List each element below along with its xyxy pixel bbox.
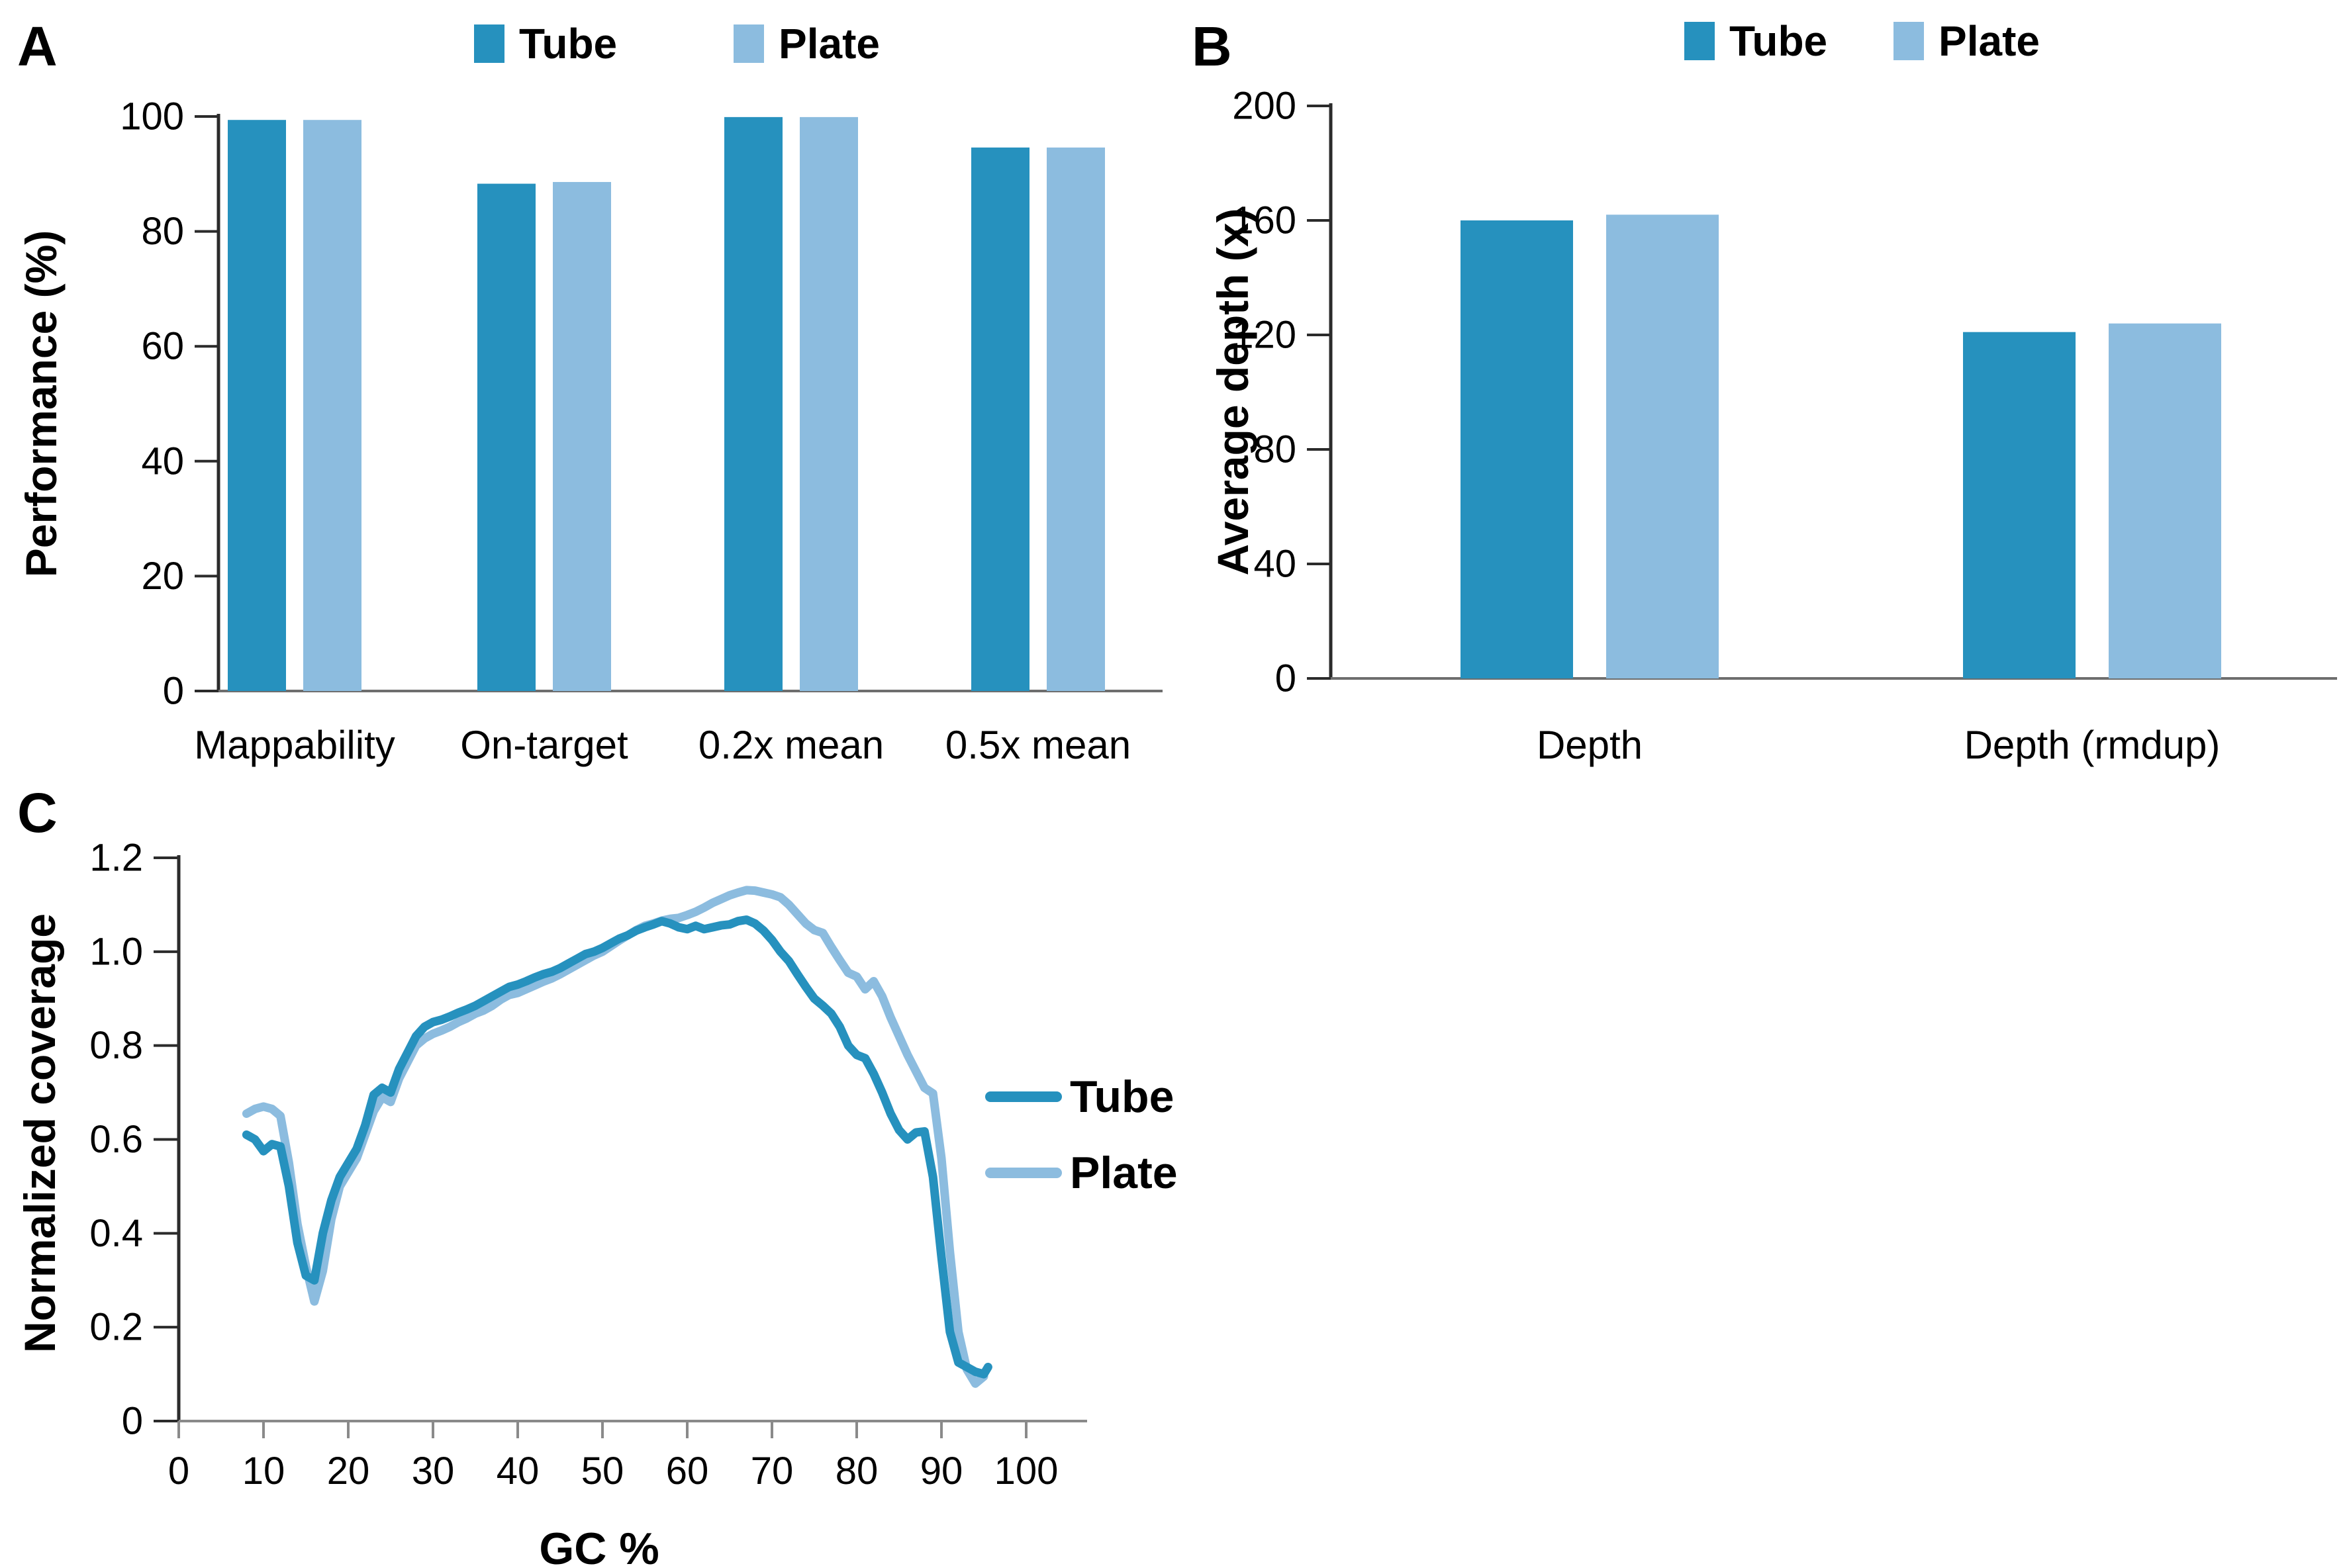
category-label: Depth — [1537, 723, 1643, 767]
panel-a-legend-tube: Tube — [474, 23, 617, 65]
bar-tube-0-2x-mean — [724, 116, 783, 692]
panel-c-letter: C — [17, 782, 58, 844]
y-tick-label: 100 — [120, 95, 184, 138]
y-tick-label: 120 — [1232, 314, 1296, 357]
y-tick-label: 0 — [163, 670, 184, 713]
panel-c-legend-plate: Plate — [985, 1150, 1178, 1195]
bar-tube-on-target — [477, 183, 536, 691]
bar-tube-0-5x-mean — [971, 147, 1030, 691]
y-tick-label: 160 — [1232, 199, 1296, 242]
category-label: 0.5x mean — [945, 723, 1131, 767]
bar-tube-depth — [1461, 220, 1573, 678]
category-label: On-target — [460, 723, 628, 767]
bar-tube-depth-rmdup- — [1963, 332, 2076, 678]
x-tick-label: 0 — [168, 1450, 189, 1493]
tube-legend-swatch — [474, 24, 504, 63]
x-tick-label: 90 — [920, 1450, 963, 1493]
panel-b-letter: B — [1192, 15, 1232, 77]
tube-legend-line — [985, 1091, 1062, 1102]
bar-plate-0-2x-mean — [800, 116, 858, 692]
panel-b: 0 40 80 120 160 200 Depth Depth (rmdup) — [1232, 85, 2337, 767]
bar-plate-depth — [1606, 214, 1719, 679]
y-tick-label: 1.2 — [89, 837, 143, 880]
tube-legend-label: Tube — [1729, 17, 1828, 65]
panel-a-letter: A — [17, 15, 58, 77]
x-tick-label: 80 — [836, 1450, 879, 1493]
panel-a-legend-plate: Plate — [734, 23, 880, 65]
bar-plate-0-5x-mean — [1047, 147, 1105, 691]
y-tick-label: 80 — [141, 210, 184, 253]
panel-b-legend-tube: Tube — [1684, 20, 1827, 62]
bar-plate-on-target — [553, 181, 611, 691]
x-tick-label: 40 — [497, 1450, 540, 1493]
y-tick-label: 40 — [1253, 543, 1296, 586]
y-tick-label: 20 — [141, 555, 184, 598]
plate-legend-label: Plate — [779, 20, 880, 68]
plate-legend-line — [985, 1168, 1062, 1178]
plate-legend-swatch — [1893, 22, 1924, 60]
category-label: Mappability — [194, 723, 395, 767]
category-label: 0.2x mean — [698, 723, 884, 767]
y-tick-label: 40 — [141, 439, 184, 483]
y-tick-label: 80 — [1253, 428, 1296, 471]
bar-plate-mappability — [303, 120, 361, 691]
panel-a: 0 20 40 60 80 100 Mappability On-target 0.2x mea… — [120, 95, 1163, 767]
panel-c-x-axis-title: GC % — [539, 1524, 659, 1568]
x-tick-label: 10 — [242, 1450, 285, 1493]
panel-c-y-axis-title: Normalized coverage — [15, 913, 64, 1353]
bar-plate-depth-rmdup- — [2109, 323, 2221, 678]
y-tick-label: 0.4 — [89, 1212, 143, 1255]
panel-c-legend-tube: Tube — [985, 1074, 1174, 1119]
x-tick-label: 100 — [994, 1450, 1059, 1493]
y-tick-label: 0 — [1275, 657, 1296, 700]
tube-legend-label: Tube — [1070, 1072, 1174, 1122]
x-tick-label: 20 — [327, 1450, 370, 1493]
y-tick-label: 1.0 — [89, 930, 143, 973]
x-tick-label: 50 — [581, 1450, 624, 1493]
y-tick-label: 0.2 — [89, 1306, 143, 1349]
y-tick-label: 200 — [1232, 85, 1296, 128]
category-label: Depth (rmdup) — [1964, 723, 2221, 767]
y-tick-label: 0.8 — [89, 1024, 143, 1067]
series-line-tube — [242, 915, 992, 1379]
tube-legend-label: Tube — [519, 20, 618, 68]
y-tick-label: 0.6 — [89, 1118, 143, 1161]
x-tick-label: 70 — [751, 1450, 794, 1493]
plate-legend-swatch — [734, 24, 764, 63]
plate-legend-label: Plate — [1939, 17, 2040, 65]
x-tick-label: 30 — [412, 1450, 455, 1493]
plate-legend-label: Plate — [1070, 1148, 1178, 1198]
bar-tube-mappability — [228, 120, 286, 691]
y-tick-label: 0 — [122, 1400, 143, 1443]
panel-b-y-axis-title: Average depth (x) — [1208, 208, 1257, 576]
x-tick-label: 60 — [666, 1450, 709, 1493]
y-tick-label: 60 — [141, 325, 184, 368]
panel-c: 0 0.2 0.4 0.6 0.8 1.0 1.2 0 10 20 30 40 50 60 70 80 90 10… — [89, 837, 1087, 1493]
tube-legend-swatch — [1684, 22, 1715, 60]
panel-b-legend-plate: Plate — [1893, 20, 2040, 62]
panel-a-y-axis-title: Performance (%) — [17, 230, 66, 578]
